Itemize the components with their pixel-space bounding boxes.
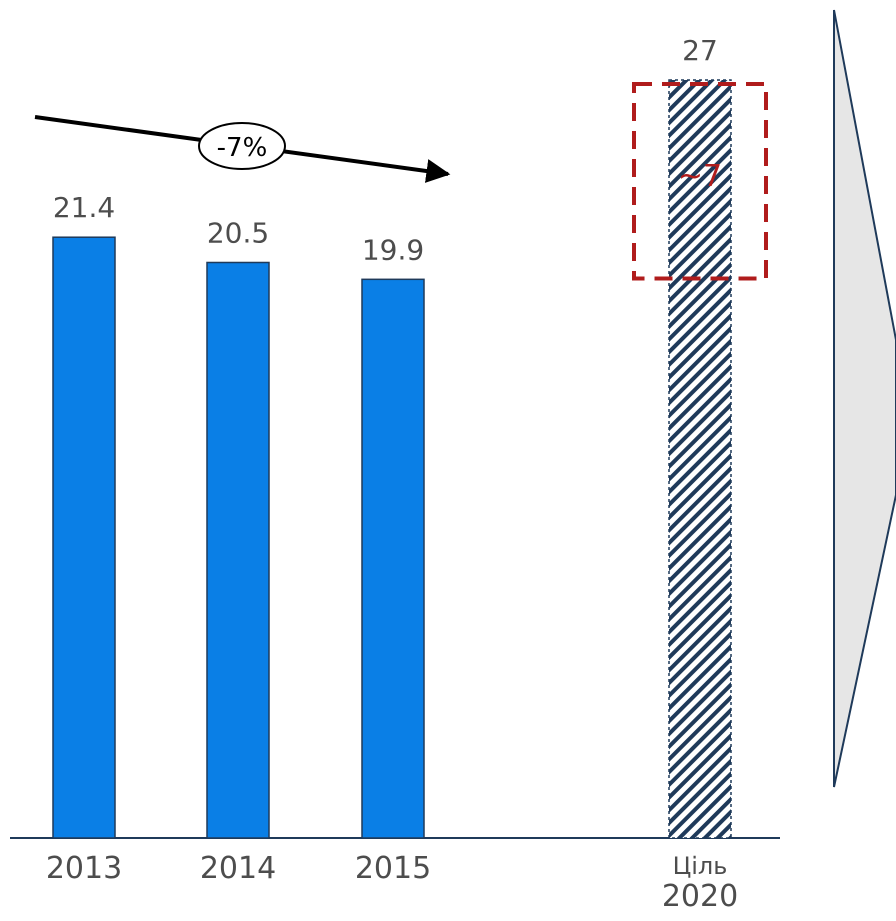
highlight-box — [632, 82, 768, 281]
x-tick-label: Ціль — [673, 852, 728, 880]
bar-2015 — [361, 278, 425, 839]
value-label: 21.4 — [53, 191, 115, 224]
trend-annotation: -7% — [34, 115, 451, 183]
highlight-annotation: ~7 — [632, 82, 768, 281]
value-label: 20.5 — [207, 216, 269, 249]
x-tick-label: 2013 — [46, 851, 122, 886]
chevron-shape — [833, 9, 896, 788]
bar-2013 — [52, 236, 116, 839]
bars-layer — [52, 79, 732, 839]
value-label: 27 — [682, 34, 718, 67]
value-label: 19.9 — [362, 233, 424, 266]
value-labels-layer: 21.4 20.5 19.9 27 — [53, 34, 718, 266]
bar-2014 — [206, 261, 270, 839]
bar-ціль-2020 — [668, 79, 732, 839]
x-tick-label: 2020 — [662, 879, 738, 914]
x-tick-label: 2015 — [355, 851, 431, 886]
x-tick-label: 2014 — [200, 851, 276, 886]
trend-label: -7% — [217, 133, 268, 163]
trend-label-bubble — [198, 122, 286, 170]
highlight-label: ~7 — [678, 159, 722, 194]
